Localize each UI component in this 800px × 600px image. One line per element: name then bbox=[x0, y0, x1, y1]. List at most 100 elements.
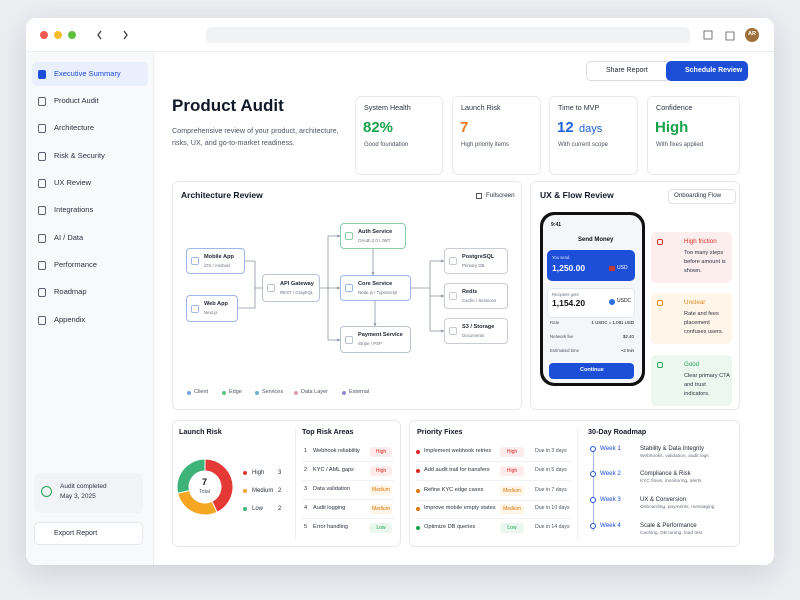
row-divider bbox=[302, 480, 394, 481]
legend-dot bbox=[294, 391, 298, 395]
coin bbox=[609, 299, 615, 305]
architecture-node bbox=[340, 223, 406, 249]
export-button[interactable] bbox=[34, 522, 143, 545]
timeline bbox=[592, 449, 594, 531]
node-sub: Next.js bbox=[204, 310, 218, 316]
architecture-node bbox=[444, 283, 508, 309]
risk-rank: 4 bbox=[304, 504, 308, 511]
phone-time: 9:41 bbox=[551, 222, 562, 229]
annotation-text: Rate and fees placement confuses users. bbox=[684, 311, 724, 335]
nav-item[interactable]: Roadmap bbox=[54, 286, 87, 296]
page-description: Comprehensive review of your product, ar… bbox=[172, 126, 339, 147]
send-label: You send bbox=[552, 254, 570, 260]
annotation-icon bbox=[657, 300, 663, 306]
nav-icon bbox=[38, 179, 46, 188]
cta-button[interactable] bbox=[549, 363, 634, 379]
node-label: API Gateway bbox=[280, 280, 314, 287]
node-icon bbox=[449, 327, 457, 335]
nav-item[interactable]: Architecture bbox=[54, 122, 95, 132]
fix-name: Refine KYC edge cases bbox=[424, 486, 484, 493]
week-detail: Onboarding, payments, messaging bbox=[640, 505, 715, 511]
window-control[interactable] bbox=[40, 31, 48, 39]
annotation-icon bbox=[657, 362, 663, 368]
risk-name: Error handling bbox=[313, 523, 349, 530]
nav-icon bbox=[38, 97, 46, 106]
architecture-node bbox=[186, 248, 245, 274]
node-label: Core Service bbox=[358, 280, 393, 287]
metric-card bbox=[452, 96, 541, 175]
nav-item[interactable]: Integrations bbox=[54, 204, 94, 214]
address-bar[interactable] bbox=[206, 27, 690, 43]
schedule-button[interactable] bbox=[666, 61, 748, 81]
legend-dot bbox=[255, 391, 259, 395]
week-detail: Webhooks, validation, audit logs bbox=[640, 454, 709, 460]
annotation-tag: High friction bbox=[684, 237, 717, 245]
nav-item[interactable]: Performance bbox=[54, 259, 97, 269]
node-icon bbox=[345, 284, 353, 292]
fix-badge: Medium bbox=[500, 486, 524, 496]
node-sub: OAuth 2.0 / JWT bbox=[358, 237, 391, 243]
risk-level: High bbox=[252, 469, 265, 476]
window-control[interactable] bbox=[68, 31, 76, 39]
nav-icon bbox=[38, 261, 46, 270]
nav-item[interactable]: Executive Summary bbox=[54, 68, 121, 78]
nav-item[interactable]: Risk & Security bbox=[54, 150, 105, 160]
flag bbox=[609, 266, 615, 271]
node-icon bbox=[191, 257, 199, 265]
divider bbox=[295, 428, 296, 540]
donut-label: Total bbox=[199, 489, 210, 496]
metric-value: 12 bbox=[557, 118, 574, 136]
node-label: Redis bbox=[462, 288, 478, 295]
fix-name: Improve mobile empty states bbox=[424, 504, 496, 511]
metric-note: Good foundation bbox=[364, 141, 409, 148]
status-card bbox=[34, 473, 143, 513]
legend-dot bbox=[187, 391, 191, 395]
status-date: May 3, 2025 bbox=[60, 493, 96, 501]
node-icon bbox=[449, 257, 457, 265]
risk-count: 3 bbox=[278, 469, 282, 476]
week-title: Compliance & Risk bbox=[640, 470, 691, 477]
week-label: Week 4 bbox=[600, 521, 621, 529]
risk-name: Data validation bbox=[313, 485, 351, 492]
metric-label: Launch Risk bbox=[461, 103, 501, 113]
status-title: Audit completed bbox=[60, 483, 107, 491]
nav-item[interactable]: UX Review bbox=[54, 177, 92, 187]
metric-label: System Health bbox=[364, 103, 411, 113]
annotation-tag: Good bbox=[684, 360, 700, 368]
send-currency: USD bbox=[617, 265, 628, 272]
status-icon bbox=[41, 486, 52, 497]
legend-label: External bbox=[349, 388, 370, 395]
fix-name: Add audit trail for transfers bbox=[424, 466, 490, 473]
nav-item[interactable]: Appendix bbox=[54, 314, 86, 324]
window-control[interactable] bbox=[54, 31, 62, 39]
metric-note: High priority items bbox=[461, 141, 510, 148]
fix-name: Optimize DB queries bbox=[424, 523, 476, 530]
nav-item[interactable]: AI / Data bbox=[54, 232, 84, 242]
legend-label: Client bbox=[194, 388, 209, 395]
risk-rank: 2 bbox=[304, 466, 308, 473]
fullscreen-icon bbox=[476, 193, 482, 199]
architecture-node bbox=[444, 248, 508, 274]
node-sub: Documents bbox=[462, 332, 485, 338]
fix-dot bbox=[416, 489, 420, 493]
section-title: Launch Risk bbox=[179, 427, 222, 437]
timeline-node bbox=[590, 523, 596, 529]
row-divider bbox=[416, 480, 571, 481]
node-label: PostgreSQL bbox=[462, 253, 495, 260]
risk-count: 2 bbox=[278, 505, 282, 512]
fix-due: Due in 3 days bbox=[535, 448, 567, 455]
nav-item[interactable]: Product Audit bbox=[54, 95, 99, 105]
week-detail: Caching, DB tuning, load test bbox=[640, 531, 703, 537]
node-label: Auth Service bbox=[358, 228, 393, 235]
avatar[interactable]: AR bbox=[745, 28, 759, 42]
fullscreen-link[interactable]: Fullscreen bbox=[486, 191, 515, 199]
row-divider bbox=[416, 500, 571, 501]
filter-dropdown[interactable] bbox=[668, 189, 736, 204]
node-label: Payment Service bbox=[358, 332, 403, 339]
week-label: Week 1 bbox=[600, 444, 621, 452]
row-divider bbox=[416, 461, 571, 462]
risk-badge: High bbox=[370, 447, 392, 457]
section-title: 30-Day Roadmap bbox=[588, 427, 647, 437]
annotation-text: Clear primary CTA and trust indicators. bbox=[684, 373, 730, 397]
